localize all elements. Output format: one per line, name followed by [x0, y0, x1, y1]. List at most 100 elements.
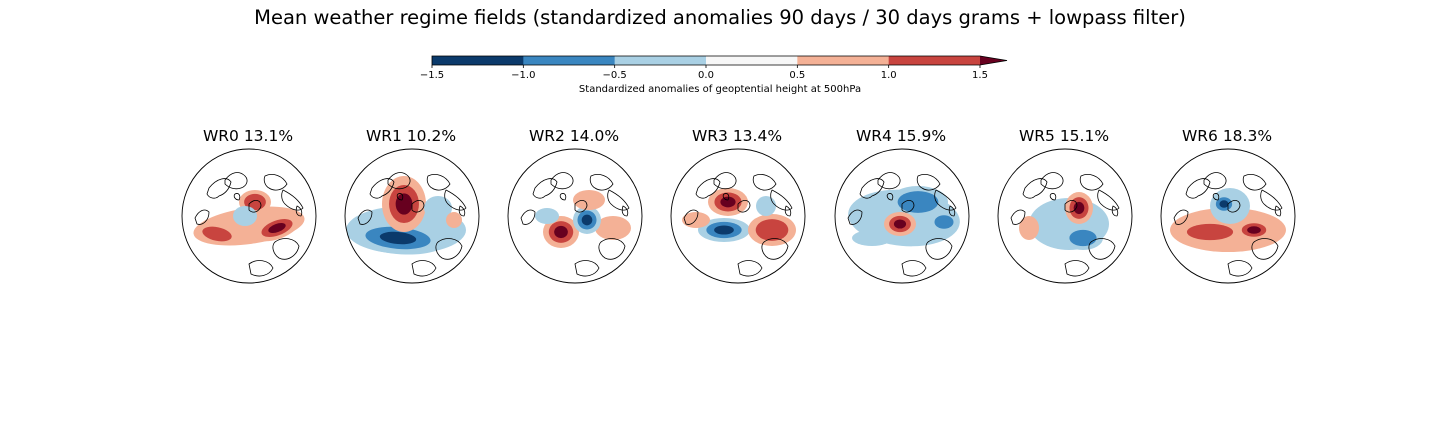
- colorbar: −1.5 −1.0 −0.5 0.0 0.5 1.0 1.5: [420, 55, 1008, 81]
- coastline: [752, 174, 777, 191]
- colorbar-tick-label: −1.0: [511, 70, 535, 81]
- coastline: [224, 172, 248, 190]
- coastline: [1079, 174, 1104, 191]
- coastline: [695, 178, 721, 199]
- coastline: [458, 205, 466, 217]
- map-panel-wr1: [344, 148, 480, 284]
- colorbar-segment: [706, 56, 798, 65]
- panel-title-wr3: WR3 13.4%: [691, 127, 783, 145]
- coastline: [925, 238, 953, 260]
- figure-title: Mean weather regime fields (standardized…: [254, 6, 1186, 29]
- coastline: [1040, 172, 1064, 190]
- colorbar-segment: [432, 56, 524, 65]
- coastline: [1088, 238, 1116, 260]
- globe-outline: [1160, 148, 1296, 284]
- map-panel-wr6: [1160, 148, 1296, 284]
- colorbar-segment: [797, 56, 889, 65]
- colorbar-segment: [614, 56, 707, 65]
- coastline: [683, 209, 699, 225]
- coastline: [847, 209, 863, 225]
- panel-title-wr6: WR6 18.3%: [1181, 127, 1273, 145]
- positive-anomaly-contour: [573, 190, 605, 210]
- positive-anomaly-contour: [268, 222, 286, 234]
- coastline: [607, 189, 630, 211]
- coastline: [444, 189, 467, 211]
- map-panel-wr0: [181, 148, 317, 284]
- coastline: [295, 205, 303, 217]
- coastline: [357, 209, 373, 225]
- positive-anomaly-contour: [1247, 226, 1261, 234]
- coastline: [1022, 178, 1048, 199]
- coastline: [1242, 174, 1267, 191]
- positive-anomaly-contour: [893, 219, 907, 229]
- coastline: [761, 238, 789, 260]
- coastline: [1173, 209, 1189, 225]
- positive-anomaly-contour: [1186, 223, 1234, 241]
- coastline: [1227, 260, 1253, 277]
- negative-anomaly-contour: [581, 214, 593, 226]
- globe-background: [671, 149, 805, 283]
- negative-anomaly-contour: [535, 208, 559, 224]
- coastline: [263, 174, 288, 191]
- negative-anomaly-contour: [852, 230, 892, 246]
- negative-anomaly-contour: [379, 231, 417, 245]
- coastline: [901, 200, 915, 213]
- map-panel-wr5: [997, 148, 1133, 284]
- coastline: [1251, 238, 1279, 260]
- map-panel-wr4: [834, 148, 970, 284]
- globe-outline: [507, 148, 643, 284]
- coastline: [574, 260, 600, 277]
- negative-anomaly-contour: [897, 191, 939, 213]
- coastline: [916, 174, 941, 191]
- coastline: [1064, 200, 1078, 213]
- positive-anomaly-contour: [202, 226, 232, 242]
- colorbar-tick-label: 0.5: [789, 70, 805, 81]
- coastline: [272, 238, 300, 260]
- panel-title-wr1: WR1 10.2%: [365, 127, 457, 145]
- negative-anomaly-contour: [424, 196, 452, 220]
- coastline: [411, 260, 437, 277]
- colorbar-extend-arrow: [980, 56, 1007, 65]
- coastline: [598, 238, 626, 260]
- colorbar-label: Standardized anomalies of geoptential he…: [578, 84, 862, 95]
- coastline: [435, 238, 463, 260]
- coastline: [387, 172, 411, 190]
- positive-anomaly-contour: [446, 212, 462, 228]
- coastline: [1111, 205, 1119, 217]
- panel-title-wr0: WR0 13.1%: [202, 127, 294, 145]
- colorbar-tick-label: 1.0: [881, 70, 897, 81]
- coastline: [206, 178, 232, 199]
- coastline: [713, 172, 737, 190]
- positive-anomaly-contour: [595, 216, 631, 240]
- coastline: [1185, 178, 1211, 199]
- coastline: [369, 178, 395, 199]
- colorbar-segment: [888, 56, 981, 65]
- map-panel-wr2: [507, 148, 643, 284]
- coastline: [784, 205, 792, 217]
- coastline: [1260, 189, 1283, 211]
- coastline: [1274, 205, 1282, 217]
- coastline: [948, 205, 956, 217]
- coastline: [1097, 189, 1120, 211]
- panel-title-wr4: WR4 15.9%: [855, 127, 947, 145]
- globe-outline: [997, 148, 1133, 284]
- globe-outline: [834, 148, 970, 284]
- colorbar-tick-label: 1.5: [972, 70, 988, 81]
- colorbar-tick-label: 0.0: [698, 70, 714, 81]
- coastline: [520, 209, 536, 225]
- coastline: [1049, 193, 1057, 201]
- negative-anomaly-contour: [714, 225, 734, 235]
- coastline: [770, 189, 793, 211]
- negative-anomaly-contour: [934, 215, 954, 229]
- coastline: [901, 260, 927, 277]
- negative-anomaly-contour: [1039, 206, 1063, 226]
- coastline: [194, 209, 210, 225]
- coastline: [233, 193, 241, 201]
- coastline: [1227, 200, 1241, 213]
- colorbar-tick-label: −1.5: [420, 70, 444, 81]
- colorbar-outline: [431, 55, 1008, 66]
- coastline: [1064, 260, 1090, 277]
- coastline: [859, 178, 885, 199]
- coastline: [1010, 209, 1026, 225]
- coastline: [1212, 193, 1220, 201]
